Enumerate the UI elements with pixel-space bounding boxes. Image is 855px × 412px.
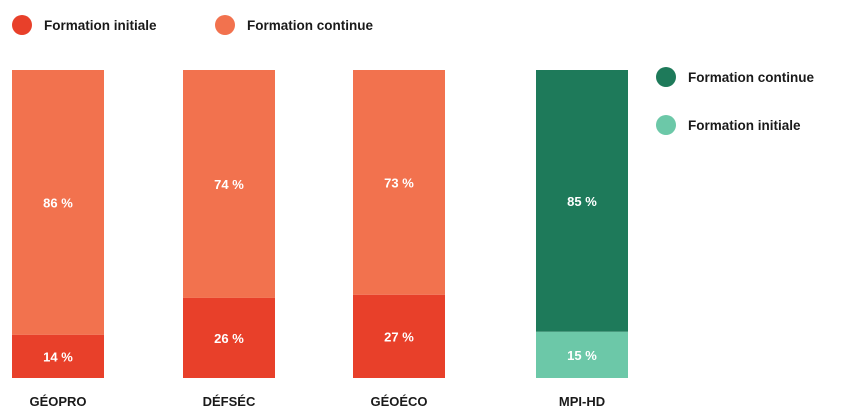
data-label-continue-mpi-hd: 85 %	[567, 194, 597, 209]
bar-segment-continue-mpi-hd	[536, 70, 628, 332]
legend-swatch-initiale-green-icon	[656, 115, 676, 135]
bar-segment-initiale-mpi-hd	[536, 331, 628, 378]
category-label-geoeco: GÉOÉCO	[370, 394, 427, 409]
data-label-initiale-defsec: 26 %	[214, 331, 244, 346]
legend-swatch-continue-icon	[215, 15, 235, 35]
legend-label: Formation initiale	[688, 117, 801, 133]
data-label-initiale-geopro: 14 %	[43, 349, 73, 364]
legend-label: Formation initiale	[44, 17, 157, 33]
legend-item-formation-continue-top: Formation continue	[215, 15, 373, 35]
data-label-continue-geopro: 86 %	[43, 195, 73, 210]
legend-swatch-continue-green-icon	[656, 67, 676, 87]
bar-segment-initiale-defsec	[183, 297, 275, 378]
data-label-initiale-geoeco: 27 %	[384, 329, 414, 344]
legend-swatch-initiale-icon	[12, 15, 32, 35]
data-label-continue-defsec: 74 %	[214, 177, 244, 192]
bar-segment-continue-geoeco	[353, 70, 445, 295]
legend-label: Formation continue	[688, 69, 814, 85]
legend-item-formation-initiale-right: Formation initiale	[656, 115, 801, 135]
data-label-continue-geoeco: 73 %	[384, 175, 414, 190]
bar-segment-initiale-geoeco	[353, 294, 445, 378]
bar-segment-continue-defsec	[183, 70, 275, 298]
legend-label: Formation continue	[247, 17, 373, 33]
legend-item-formation-initiale-top: Formation initiale	[12, 15, 157, 35]
category-label-geopro: GÉOPRO	[29, 394, 86, 409]
category-label-mpi-hd: MPI-HD	[559, 394, 605, 409]
data-label-initiale-mpi-hd: 15 %	[567, 348, 597, 363]
bar-segment-continue-geopro	[12, 70, 104, 335]
bar-segment-initiale-geopro	[12, 334, 104, 378]
category-label-defsec: DÉFSÉC	[203, 394, 256, 409]
legend-item-formation-continue-right: Formation continue	[656, 67, 814, 87]
